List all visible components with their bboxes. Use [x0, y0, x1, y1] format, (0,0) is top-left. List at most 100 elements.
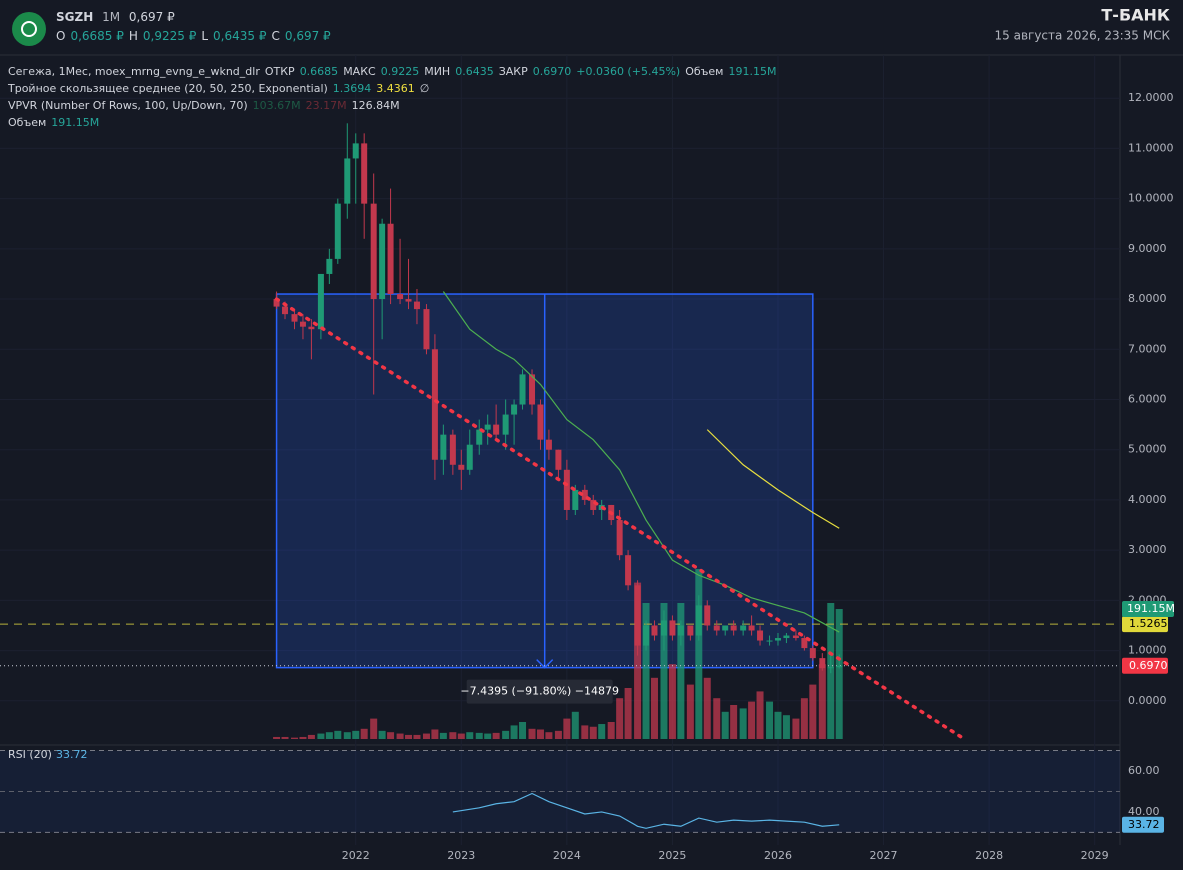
logo-mark	[21, 21, 37, 37]
candle-body	[809, 648, 816, 659]
candle-body	[484, 424, 491, 430]
ohlc-value: 0,6685 ₽	[70, 29, 124, 43]
volume-bar	[739, 708, 747, 739]
volume-name: Объем	[8, 116, 47, 129]
candle-body	[827, 667, 834, 669]
candle-body	[572, 489, 579, 510]
candle-body	[651, 625, 658, 636]
volume-bar	[677, 603, 685, 739]
volume-bar	[466, 732, 474, 739]
rsi-tag	[1122, 816, 1164, 833]
volume-bar	[492, 732, 500, 739]
trend-line	[274, 297, 965, 740]
candle-body	[792, 635, 799, 639]
volume-value: 191.15M	[51, 116, 100, 129]
candle-body	[352, 143, 359, 159]
candle-body	[449, 434, 456, 465]
moving-average	[442, 291, 840, 633]
candle-body	[519, 374, 526, 405]
volume-bar	[387, 732, 395, 739]
change: +0.0360 (+5.45%)	[576, 65, 681, 78]
legend-symbol-name: Сегежа, 1Мес, moex_mrng_evng_e_wknd_dlr	[8, 65, 260, 78]
ohlc-key: L	[201, 29, 209, 43]
candle-body	[819, 658, 826, 669]
volume-tag	[1122, 601, 1174, 618]
volume-bar	[616, 698, 624, 739]
volume-bar	[378, 730, 386, 739]
field-key: МАКС	[343, 65, 376, 78]
candle-body	[730, 625, 737, 631]
interval: 1M	[102, 10, 121, 24]
volume-bar	[721, 711, 729, 739]
volume-bar	[317, 733, 325, 739]
measure-label: −7.4395 (−91.80%) −14879	[460, 685, 619, 698]
vpvr-value: 103.67M	[252, 99, 301, 112]
ohlc-value: 0,6435 ₽	[213, 29, 267, 43]
field-value: 0.6685	[299, 65, 339, 78]
volume-bar	[484, 733, 492, 739]
ohlc-value: 0,697 ₽	[284, 29, 331, 43]
field-key: ОТКР	[264, 65, 295, 78]
y-tick-label: 0.0000	[1128, 694, 1167, 707]
last-price: 0,697 ₽	[128, 10, 175, 24]
volume-bar	[457, 733, 465, 739]
rsi-title: RSI (20)	[8, 748, 52, 761]
volume-bar	[642, 603, 650, 739]
volume-bar	[422, 733, 430, 739]
volume-bar	[528, 728, 536, 739]
ohlc: O 0,6685 ₽ H 0,9225 ₽ L 0,6435 ₽ C 0,697 ₽	[56, 29, 336, 43]
price-tag	[1122, 616, 1168, 633]
candle-body	[677, 625, 684, 636]
candle-body	[273, 299, 280, 307]
volume-bar	[510, 725, 518, 739]
volume-bar	[624, 688, 632, 739]
legend-vpvr: VPVR (Number Of Rows, 100, Up/Down, 70) 1…	[8, 99, 405, 112]
ma-value: ∅	[419, 82, 430, 95]
candle-body	[344, 158, 351, 204]
volume-bar	[695, 569, 703, 739]
rsi-tick-label: 60.00	[1128, 764, 1160, 777]
ohlc-key: C	[271, 29, 280, 43]
y-tick-label: 10.0000	[1128, 192, 1174, 205]
volume-bar	[774, 711, 782, 739]
candle-body	[405, 299, 412, 302]
candle-body	[397, 294, 404, 300]
volume-bar	[660, 603, 668, 739]
y-tick-label: 4.0000	[1128, 493, 1167, 506]
candle-body	[529, 374, 536, 405]
brand: Т-БАНК	[1101, 6, 1170, 25]
candle-body	[317, 273, 324, 330]
candle-body	[423, 309, 430, 350]
rsi-tick-label: 40.00	[1128, 805, 1160, 818]
candle-body	[704, 605, 711, 626]
y-tick-label: 8.0000	[1128, 292, 1167, 305]
volume-bar	[475, 732, 483, 739]
candle-body	[740, 625, 747, 631]
candle-body	[581, 489, 588, 500]
legend-symbol: Сегежа, 1Мес, moex_mrng_evng_e_wknd_dlr О…	[8, 65, 781, 78]
candle-body	[493, 424, 500, 435]
candle-body	[291, 314, 298, 322]
candle-body	[326, 258, 333, 274]
candle-body	[440, 434, 447, 460]
candle-body	[774, 638, 781, 641]
y-tick-label: 9.0000	[1128, 242, 1167, 255]
datetime: 15 августа 2026, 23:35 МСК	[995, 29, 1171, 43]
volume-bar	[563, 718, 571, 739]
volume-bar	[818, 664, 826, 739]
volume-bar	[352, 730, 360, 739]
candle-body	[590, 499, 597, 510]
volume-bar	[281, 736, 289, 739]
volume-bar	[519, 722, 527, 739]
volume-bar	[748, 701, 756, 739]
volume-bar	[334, 730, 342, 739]
legend-volume: Объем 191.15M	[8, 116, 104, 129]
candle-body	[625, 555, 632, 586]
rsi-tag-label: 33.72	[1128, 818, 1160, 831]
y-tick-label: 6.0000	[1128, 392, 1167, 405]
vpvr-name: VPVR (Number Of Rows, 100, Up/Down, 70)	[8, 99, 248, 112]
volume-bar	[502, 730, 510, 739]
y-tick-label: 11.0000	[1128, 141, 1174, 154]
measure-label-bg	[466, 679, 613, 704]
